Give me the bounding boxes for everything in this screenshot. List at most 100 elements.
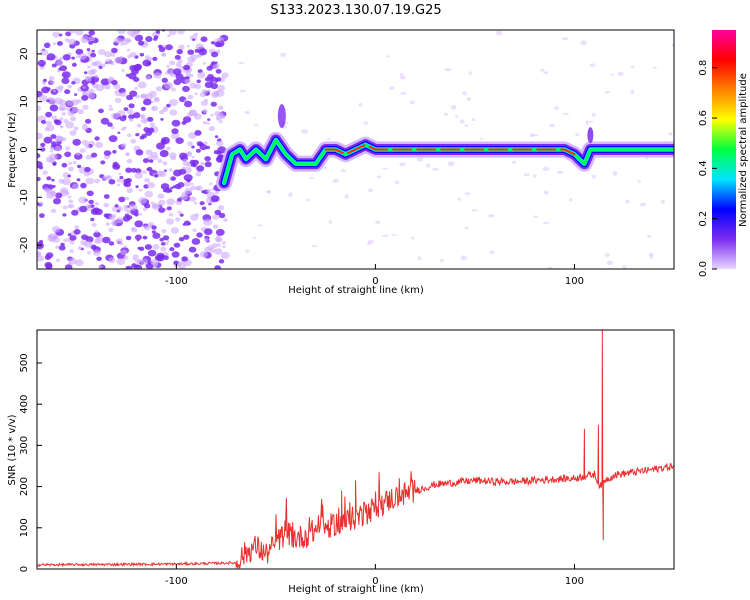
noise-blob [155,30,161,34]
noise-blob [179,152,188,160]
noise-blob [157,158,163,163]
noise-blob [206,122,210,125]
noise-blob [183,174,193,182]
snr-ticks: -100 0 100 0 100 200 300 400 500 [19,353,584,587]
noise-blob [93,231,101,238]
noise-blob [211,61,216,65]
noise-blob [148,90,157,98]
noise-blob [111,79,118,86]
noise-blob [194,130,202,136]
noise-blob [94,74,99,78]
noise-blob [168,99,178,107]
noise-blob [126,158,133,164]
noise-blob [47,235,55,242]
noise-blob [55,258,61,263]
noise-blob [382,234,389,237]
noise-blob [175,73,184,80]
noise-blob [187,56,195,62]
noise-blob [646,235,652,238]
noise-blob [375,220,381,224]
noise-blob [48,97,57,105]
noise-blob [108,241,115,246]
snr-content [37,330,674,569]
noise-blob [542,221,550,225]
noise-blob [90,208,99,215]
noise-blob [136,123,142,128]
noise-blob [217,105,224,111]
noise-blob [134,87,138,90]
noise-blob [123,204,129,209]
noise-blob [121,69,125,72]
noise-blob [156,142,165,150]
noise-blob [63,119,69,124]
noise-blob [189,74,194,78]
noise-blob [85,118,92,124]
noise-blob [64,264,73,269]
noise-blob [82,123,87,127]
noise-blob [140,258,149,265]
noise-blob [83,240,93,248]
noise-blob [118,196,126,203]
noise-blob [37,153,41,159]
noise-blob [137,246,141,250]
noise-blob [40,64,44,67]
noise-blob [151,106,156,110]
noise-blob [90,68,97,75]
noise-blob [98,265,103,269]
noise-blob [95,237,103,244]
noise-blob [128,72,137,80]
noise-blob [138,196,148,204]
noise-blob [71,209,79,216]
noise-blob [426,163,431,168]
noise-blob [203,141,208,145]
noise-blob [147,116,154,122]
noise-blob [215,69,222,74]
noise-blob [158,199,166,206]
colorbar-label: Normalized spectral amplitude [738,73,749,227]
noise-blob [548,266,553,269]
x-tick-label: 100 [565,276,584,287]
noise-blob [200,162,205,166]
noise-blob [69,249,74,254]
noise-blob [143,98,152,106]
noise-blob [62,178,71,186]
y-tick-label: 0 [19,146,30,152]
noise-blob [171,128,179,135]
noise-blob [119,91,127,97]
noise-blob [74,259,84,267]
noise-blob [69,240,75,245]
noise-blob [610,73,615,76]
noise-blob [553,106,560,111]
noise-blob [184,100,193,108]
noise-blob [123,255,129,260]
noise-blob [464,226,469,230]
noise-blob [69,43,76,49]
noise-blob [130,167,137,173]
noise-blob [126,187,133,194]
noise-blob [439,258,444,263]
x-tick-label: 0 [372,576,378,587]
noise-blob [64,89,71,95]
noise-blob [464,124,468,127]
noise-blob [308,177,315,180]
noise-blob [158,170,167,178]
noise-blob [91,81,96,85]
noise-blob [37,59,46,67]
noise-blob [48,76,55,81]
noise-blob [67,174,71,178]
noise-blob [199,251,208,258]
noise-blob [128,118,134,122]
noise-blob [145,36,153,42]
noise-blob [53,119,60,124]
noise-blob [184,187,193,194]
noise-blob [125,73,130,77]
burst-blob [277,104,286,129]
noise-blob [120,43,124,46]
noise-blob [443,112,448,117]
noise-blob [51,63,57,68]
noise-blob [162,235,170,241]
noise-blob [160,242,166,246]
noise-blob [64,37,70,43]
noise-blob [128,103,135,109]
noise-blob [142,59,152,67]
